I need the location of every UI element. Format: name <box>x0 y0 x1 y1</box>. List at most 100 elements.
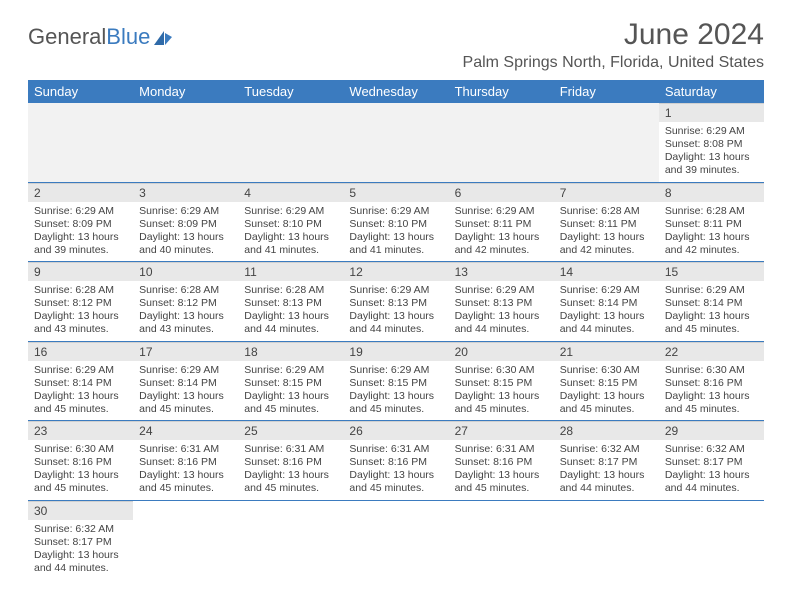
day-cell: 25Sunrise: 6:31 AMSunset: 8:16 PMDayligh… <box>238 421 343 501</box>
day-number: 5 <box>343 183 448 202</box>
day-cell: 20Sunrise: 6:30 AMSunset: 8:15 PMDayligh… <box>449 341 554 421</box>
day-number: 22 <box>659 342 764 361</box>
sunrise-text: Sunrise: 6:30 AM <box>560 364 653 377</box>
day-body: Sunrise: 6:29 AMSunset: 8:14 PMDaylight:… <box>28 361 133 421</box>
day-number: 26 <box>343 421 448 440</box>
day-number: 25 <box>238 421 343 440</box>
sunrise-text: Sunrise: 6:32 AM <box>665 443 758 456</box>
day-number: 2 <box>28 183 133 202</box>
weekday-header: Thursday <box>449 80 554 103</box>
sunrise-text: Sunrise: 6:31 AM <box>349 443 442 456</box>
sunset-text: Sunset: 8:16 PM <box>139 456 232 469</box>
daylight-text: Daylight: 13 hours and 45 minutes. <box>244 390 337 416</box>
daylight-text: Daylight: 13 hours and 41 minutes. <box>349 231 442 257</box>
day-body: Sunrise: 6:32 AMSunset: 8:17 PMDaylight:… <box>554 440 659 500</box>
day-number: 21 <box>554 342 659 361</box>
sunset-text: Sunset: 8:15 PM <box>455 377 548 390</box>
day-body: Sunrise: 6:30 AMSunset: 8:16 PMDaylight:… <box>659 361 764 421</box>
day-number: 15 <box>659 262 764 281</box>
day-cell: 6Sunrise: 6:29 AMSunset: 8:11 PMDaylight… <box>449 182 554 262</box>
day-cell: 12Sunrise: 6:29 AMSunset: 8:13 PMDayligh… <box>343 262 448 342</box>
day-number: 27 <box>449 421 554 440</box>
day-cell: 18Sunrise: 6:29 AMSunset: 8:15 PMDayligh… <box>238 341 343 421</box>
day-cell: 24Sunrise: 6:31 AMSunset: 8:16 PMDayligh… <box>133 421 238 501</box>
day-number: 13 <box>449 262 554 281</box>
day-number: 11 <box>238 262 343 281</box>
day-cell: 9Sunrise: 6:28 AMSunset: 8:12 PMDaylight… <box>28 262 133 342</box>
sunset-text: Sunset: 8:12 PM <box>139 297 232 310</box>
day-cell: 29Sunrise: 6:32 AMSunset: 8:17 PMDayligh… <box>659 421 764 501</box>
daylight-text: Daylight: 13 hours and 45 minutes. <box>349 469 442 495</box>
day-cell: 28Sunrise: 6:32 AMSunset: 8:17 PMDayligh… <box>554 421 659 501</box>
day-cell: 15Sunrise: 6:29 AMSunset: 8:14 PMDayligh… <box>659 262 764 342</box>
day-number: 3 <box>133 183 238 202</box>
daylight-text: Daylight: 13 hours and 45 minutes. <box>665 310 758 336</box>
weekday-header: Saturday <box>659 80 764 103</box>
brand-text-part1: General <box>28 24 106 50</box>
sunrise-text: Sunrise: 6:30 AM <box>34 443 127 456</box>
sunrise-text: Sunrise: 6:29 AM <box>244 364 337 377</box>
day-cell: 4Sunrise: 6:29 AMSunset: 8:10 PMDaylight… <box>238 182 343 262</box>
sunset-text: Sunset: 8:10 PM <box>349 218 442 231</box>
sunrise-text: Sunrise: 6:29 AM <box>244 205 337 218</box>
header: GeneralBlue June 2024 Palm Springs North… <box>28 18 764 72</box>
empty-cell <box>133 103 238 182</box>
empty-cell <box>554 103 659 182</box>
empty-cell <box>449 103 554 182</box>
sunset-text: Sunset: 8:12 PM <box>34 297 127 310</box>
day-cell: 27Sunrise: 6:31 AMSunset: 8:16 PMDayligh… <box>449 421 554 501</box>
day-body: Sunrise: 6:28 AMSunset: 8:12 PMDaylight:… <box>28 281 133 341</box>
day-number: 4 <box>238 183 343 202</box>
sunset-text: Sunset: 8:16 PM <box>34 456 127 469</box>
day-number: 7 <box>554 183 659 202</box>
sunrise-text: Sunrise: 6:29 AM <box>349 205 442 218</box>
day-cell: 3Sunrise: 6:29 AMSunset: 8:09 PMDaylight… <box>133 182 238 262</box>
day-cell: 2Sunrise: 6:29 AMSunset: 8:09 PMDaylight… <box>28 182 133 262</box>
day-cell: 13Sunrise: 6:29 AMSunset: 8:13 PMDayligh… <box>449 262 554 342</box>
calendar-table: SundayMondayTuesdayWednesdayThursdayFrid… <box>28 80 764 579</box>
sunset-text: Sunset: 8:14 PM <box>34 377 127 390</box>
day-body: Sunrise: 6:31 AMSunset: 8:16 PMDaylight:… <box>238 440 343 500</box>
sunset-text: Sunset: 8:13 PM <box>349 297 442 310</box>
title-block: June 2024 Palm Springs North, Florida, U… <box>463 18 764 72</box>
day-body: Sunrise: 6:29 AMSunset: 8:14 PMDaylight:… <box>554 281 659 341</box>
day-cell: 10Sunrise: 6:28 AMSunset: 8:12 PMDayligh… <box>133 262 238 342</box>
day-cell: 1Sunrise: 6:29 AMSunset: 8:08 PMDaylight… <box>659 103 764 182</box>
daylight-text: Daylight: 13 hours and 45 minutes. <box>455 469 548 495</box>
month-title: June 2024 <box>463 18 764 52</box>
daylight-text: Daylight: 13 hours and 39 minutes. <box>665 151 758 177</box>
calendar-page: GeneralBlue June 2024 Palm Springs North… <box>0 0 792 589</box>
daylight-text: Daylight: 13 hours and 43 minutes. <box>139 310 232 336</box>
empty-cell <box>659 500 764 579</box>
daylight-text: Daylight: 13 hours and 44 minutes. <box>455 310 548 336</box>
sunrise-text: Sunrise: 6:29 AM <box>455 284 548 297</box>
sunset-text: Sunset: 8:10 PM <box>244 218 337 231</box>
sunset-text: Sunset: 8:14 PM <box>665 297 758 310</box>
daylight-text: Daylight: 13 hours and 45 minutes. <box>349 390 442 416</box>
sail-icon <box>152 29 174 47</box>
day-body: Sunrise: 6:29 AMSunset: 8:13 PMDaylight:… <box>449 281 554 341</box>
sunrise-text: Sunrise: 6:30 AM <box>665 364 758 377</box>
day-number: 23 <box>28 421 133 440</box>
daylight-text: Daylight: 13 hours and 45 minutes. <box>560 390 653 416</box>
brand-text-part2: Blue <box>106 24 150 50</box>
empty-cell <box>554 500 659 579</box>
daylight-text: Daylight: 13 hours and 43 minutes. <box>34 310 127 336</box>
weekday-header: Tuesday <box>238 80 343 103</box>
sunrise-text: Sunrise: 6:28 AM <box>34 284 127 297</box>
location-text: Palm Springs North, Florida, United Stat… <box>463 54 764 72</box>
day-number: 9 <box>28 262 133 281</box>
day-body: Sunrise: 6:31 AMSunset: 8:16 PMDaylight:… <box>343 440 448 500</box>
sunset-text: Sunset: 8:11 PM <box>665 218 758 231</box>
sunset-text: Sunset: 8:14 PM <box>560 297 653 310</box>
sunrise-text: Sunrise: 6:29 AM <box>34 364 127 377</box>
sunset-text: Sunset: 8:09 PM <box>139 218 232 231</box>
day-cell: 11Sunrise: 6:28 AMSunset: 8:13 PMDayligh… <box>238 262 343 342</box>
daylight-text: Daylight: 13 hours and 44 minutes. <box>349 310 442 336</box>
sunrise-text: Sunrise: 6:29 AM <box>665 125 758 138</box>
daylight-text: Daylight: 13 hours and 40 minutes. <box>139 231 232 257</box>
day-body: Sunrise: 6:29 AMSunset: 8:13 PMDaylight:… <box>343 281 448 341</box>
sunrise-text: Sunrise: 6:32 AM <box>560 443 653 456</box>
calendar-row: 2Sunrise: 6:29 AMSunset: 8:09 PMDaylight… <box>28 182 764 262</box>
sunset-text: Sunset: 8:16 PM <box>244 456 337 469</box>
